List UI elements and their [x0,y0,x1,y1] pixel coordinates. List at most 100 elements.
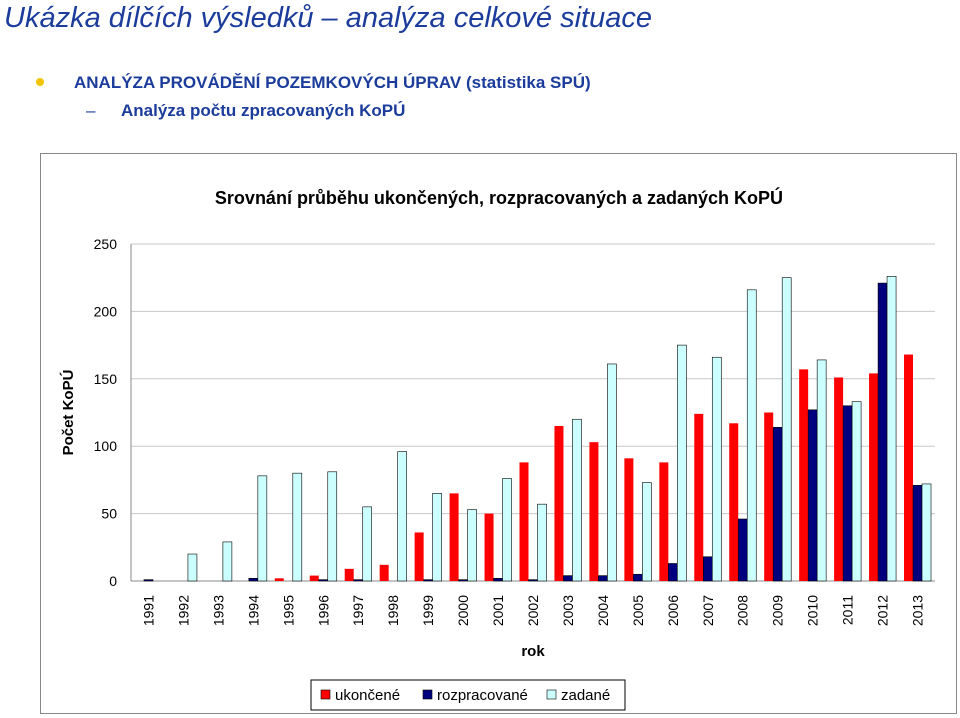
x-tick-label: 2003 [560,595,576,626]
bar-ukoncene [729,423,739,581]
bar-zadane [816,359,827,582]
bar-zadane [397,451,407,582]
x-tick-label: 1995 [280,595,296,626]
bar-rozpracovane [248,578,259,582]
bar-ukoncene [309,575,319,581]
x-tick-label: 1996 [315,595,331,626]
x-tick-label: 2013 [910,595,926,626]
x-tick-label: 1994 [245,595,261,626]
y-tick-label: 100 [94,438,118,454]
bar-ukoncene [624,458,634,581]
sub-bullet-text: Analýza počtu zpracovaných KoPÚ [121,101,406,120]
bar-rozpracovane [702,556,713,582]
chart-title: Srovnání průběhu ukončených, rozpracovan… [215,187,783,208]
bar-ukoncene [869,373,879,581]
bar-ukoncene [344,568,354,581]
bar-zadane [746,289,757,582]
bar-zadane [781,277,792,582]
bar-zadane [187,553,198,582]
bar-ukoncene [379,564,389,581]
y-tick-label: 200 [94,303,118,319]
bar-zadane [467,509,477,582]
legend-label: rozpracované [437,687,528,704]
bar-rozpracovane [633,573,643,582]
bar-rozpracovane [318,579,329,582]
bar-rozpracovane [563,575,573,582]
y-tick-label: 0 [109,573,117,589]
bar-zadane [607,363,617,582]
bar-ukoncene [519,462,529,581]
bar-rozpracovane [912,484,923,582]
bar-ukoncene [834,377,844,581]
bar-ukoncene [484,513,494,581]
x-tick-label: 1998 [385,595,401,626]
bar-ukoncene [414,532,424,581]
x-tick-label: 1997 [350,595,366,626]
dash-icon: – [86,101,96,120]
bar-zadane [711,356,722,582]
x-tick-label: 2002 [525,595,541,626]
bar-ukoncene [659,462,669,581]
x-tick-label: 2010 [805,595,821,626]
legend-box [310,679,626,711]
bar-zadane [537,503,547,582]
bar-zadane [921,483,932,582]
x-tick-label: 2000 [455,595,471,626]
x-tick-label: 2009 [770,595,786,626]
y-tick-label: 250 [94,236,118,252]
bar-zadane [851,401,862,582]
bar-zadane [677,344,687,582]
bar-zadane [572,418,582,582]
x-tick-label: 2001 [490,595,506,626]
slide-title: Ukázka dílčích výsledků – analýza celkov… [4,2,652,34]
bar-rozpracovane [877,282,888,582]
bar-zadane [292,472,303,582]
bullet-dot-icon [36,78,44,86]
bar-zadane [257,475,268,582]
bar-chart: Srovnání průběhu ukončených, rozpracovan… [59,187,935,711]
bar-rozpracovane [737,518,748,582]
bar-rozpracovane [458,579,468,582]
bar-rozpracovane [807,409,818,582]
bullet-text: ANALÝZA PROVÁDĚNÍ POZEMKOVÝCH ÚPRAV (sta… [74,73,591,92]
bar-ukoncene [904,354,914,581]
x-tick-label: 2005 [630,595,646,626]
y-tick-label: 50 [101,506,117,522]
y-axis-label: Počet KoPÚ [59,370,77,456]
bar-rozpracovane [423,579,433,582]
bar-ukoncene [274,578,284,581]
bar-ukoncene [449,493,459,581]
bar-zadane [362,506,373,582]
x-tick-label: 2012 [875,595,891,626]
bar-zadane [642,482,652,582]
bar-rozpracovane [842,405,853,582]
legend-swatch-ukoncene [320,689,331,700]
legend-swatch-zadane [546,689,557,700]
bar-rozpracovane [772,427,783,582]
chart-frame: Srovnání průběhu ukončených, rozpracovan… [40,153,957,714]
bar-ukoncene [694,413,704,581]
legend-label: ukončené [335,687,400,704]
legend-label: zadané [561,687,610,704]
bar-rozpracovane [493,578,503,582]
bar-zadane [432,493,442,582]
bar-rozpracovane [668,563,678,582]
bar-rozpracovane [528,579,538,582]
bar-zadane [886,276,897,582]
x-tick-label: 2004 [595,595,611,626]
bar-ukoncene [764,412,774,581]
bar-zadane [327,471,338,582]
x-tick-label: 2011 [840,595,856,625]
y-tick-label: 150 [94,371,118,387]
bar-ukoncene [554,425,564,581]
x-tick-label: 2006 [665,595,681,626]
x-tick-label: 1991 [140,595,156,626]
bar-rozpracovane [143,579,154,582]
bar-ukoncene [589,442,599,581]
legend-swatch-rozpracovane [422,689,433,700]
x-tick-label: 1993 [210,595,226,626]
bar-ukoncene [799,369,809,581]
x-tick-label: 2007 [700,595,716,626]
x-tick-label: 1992 [175,595,191,626]
bar-rozpracovane [598,575,608,582]
